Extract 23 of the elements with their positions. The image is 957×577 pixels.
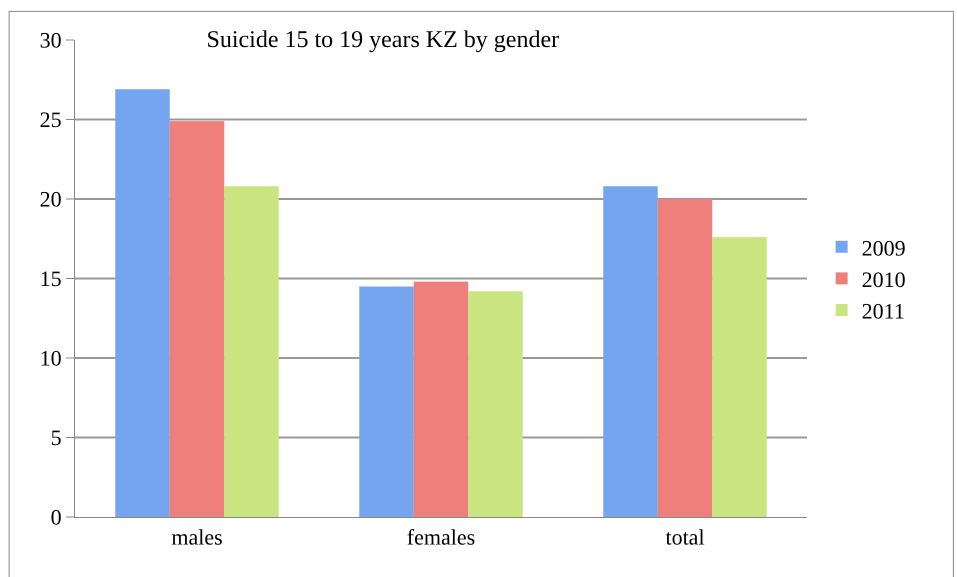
legend-label: 2010 <box>862 266 906 292</box>
bar <box>712 237 767 517</box>
legend-label: 2009 <box>862 235 906 260</box>
bar <box>224 186 279 517</box>
y-tick-label: 15 <box>40 266 62 292</box>
y-tick-label: 25 <box>40 107 62 132</box>
y-tick-label: 20 <box>40 186 62 212</box>
bar <box>414 282 468 517</box>
bar <box>359 286 414 517</box>
bar <box>603 186 658 517</box>
x-tick-label: females <box>406 524 476 550</box>
y-tick-label: 5 <box>50 425 62 450</box>
bar <box>115 89 170 517</box>
y-tick-label: 0 <box>50 504 62 530</box>
chart-title: Suicide 15 to 19 years KZ by gender <box>206 26 560 53</box>
bar <box>170 121 224 517</box>
y-tick-label: 10 <box>40 346 62 371</box>
y-tick-label: 30 <box>40 28 62 53</box>
bar <box>658 199 712 517</box>
x-tick-label: total <box>665 524 705 550</box>
legend-label: 2011 <box>862 298 905 324</box>
x-tick-label: males <box>171 524 223 550</box>
bar <box>468 291 523 517</box>
